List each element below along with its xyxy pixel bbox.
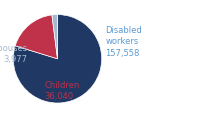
- Wedge shape: [15, 15, 58, 59]
- Wedge shape: [13, 15, 102, 103]
- Wedge shape: [52, 15, 58, 59]
- Text: Disabled
workers
157,558: Disabled workers 157,558: [105, 26, 142, 58]
- Text: Spouses
3,977: Spouses 3,977: [0, 44, 27, 64]
- Text: Children
36,040: Children 36,040: [44, 81, 80, 101]
